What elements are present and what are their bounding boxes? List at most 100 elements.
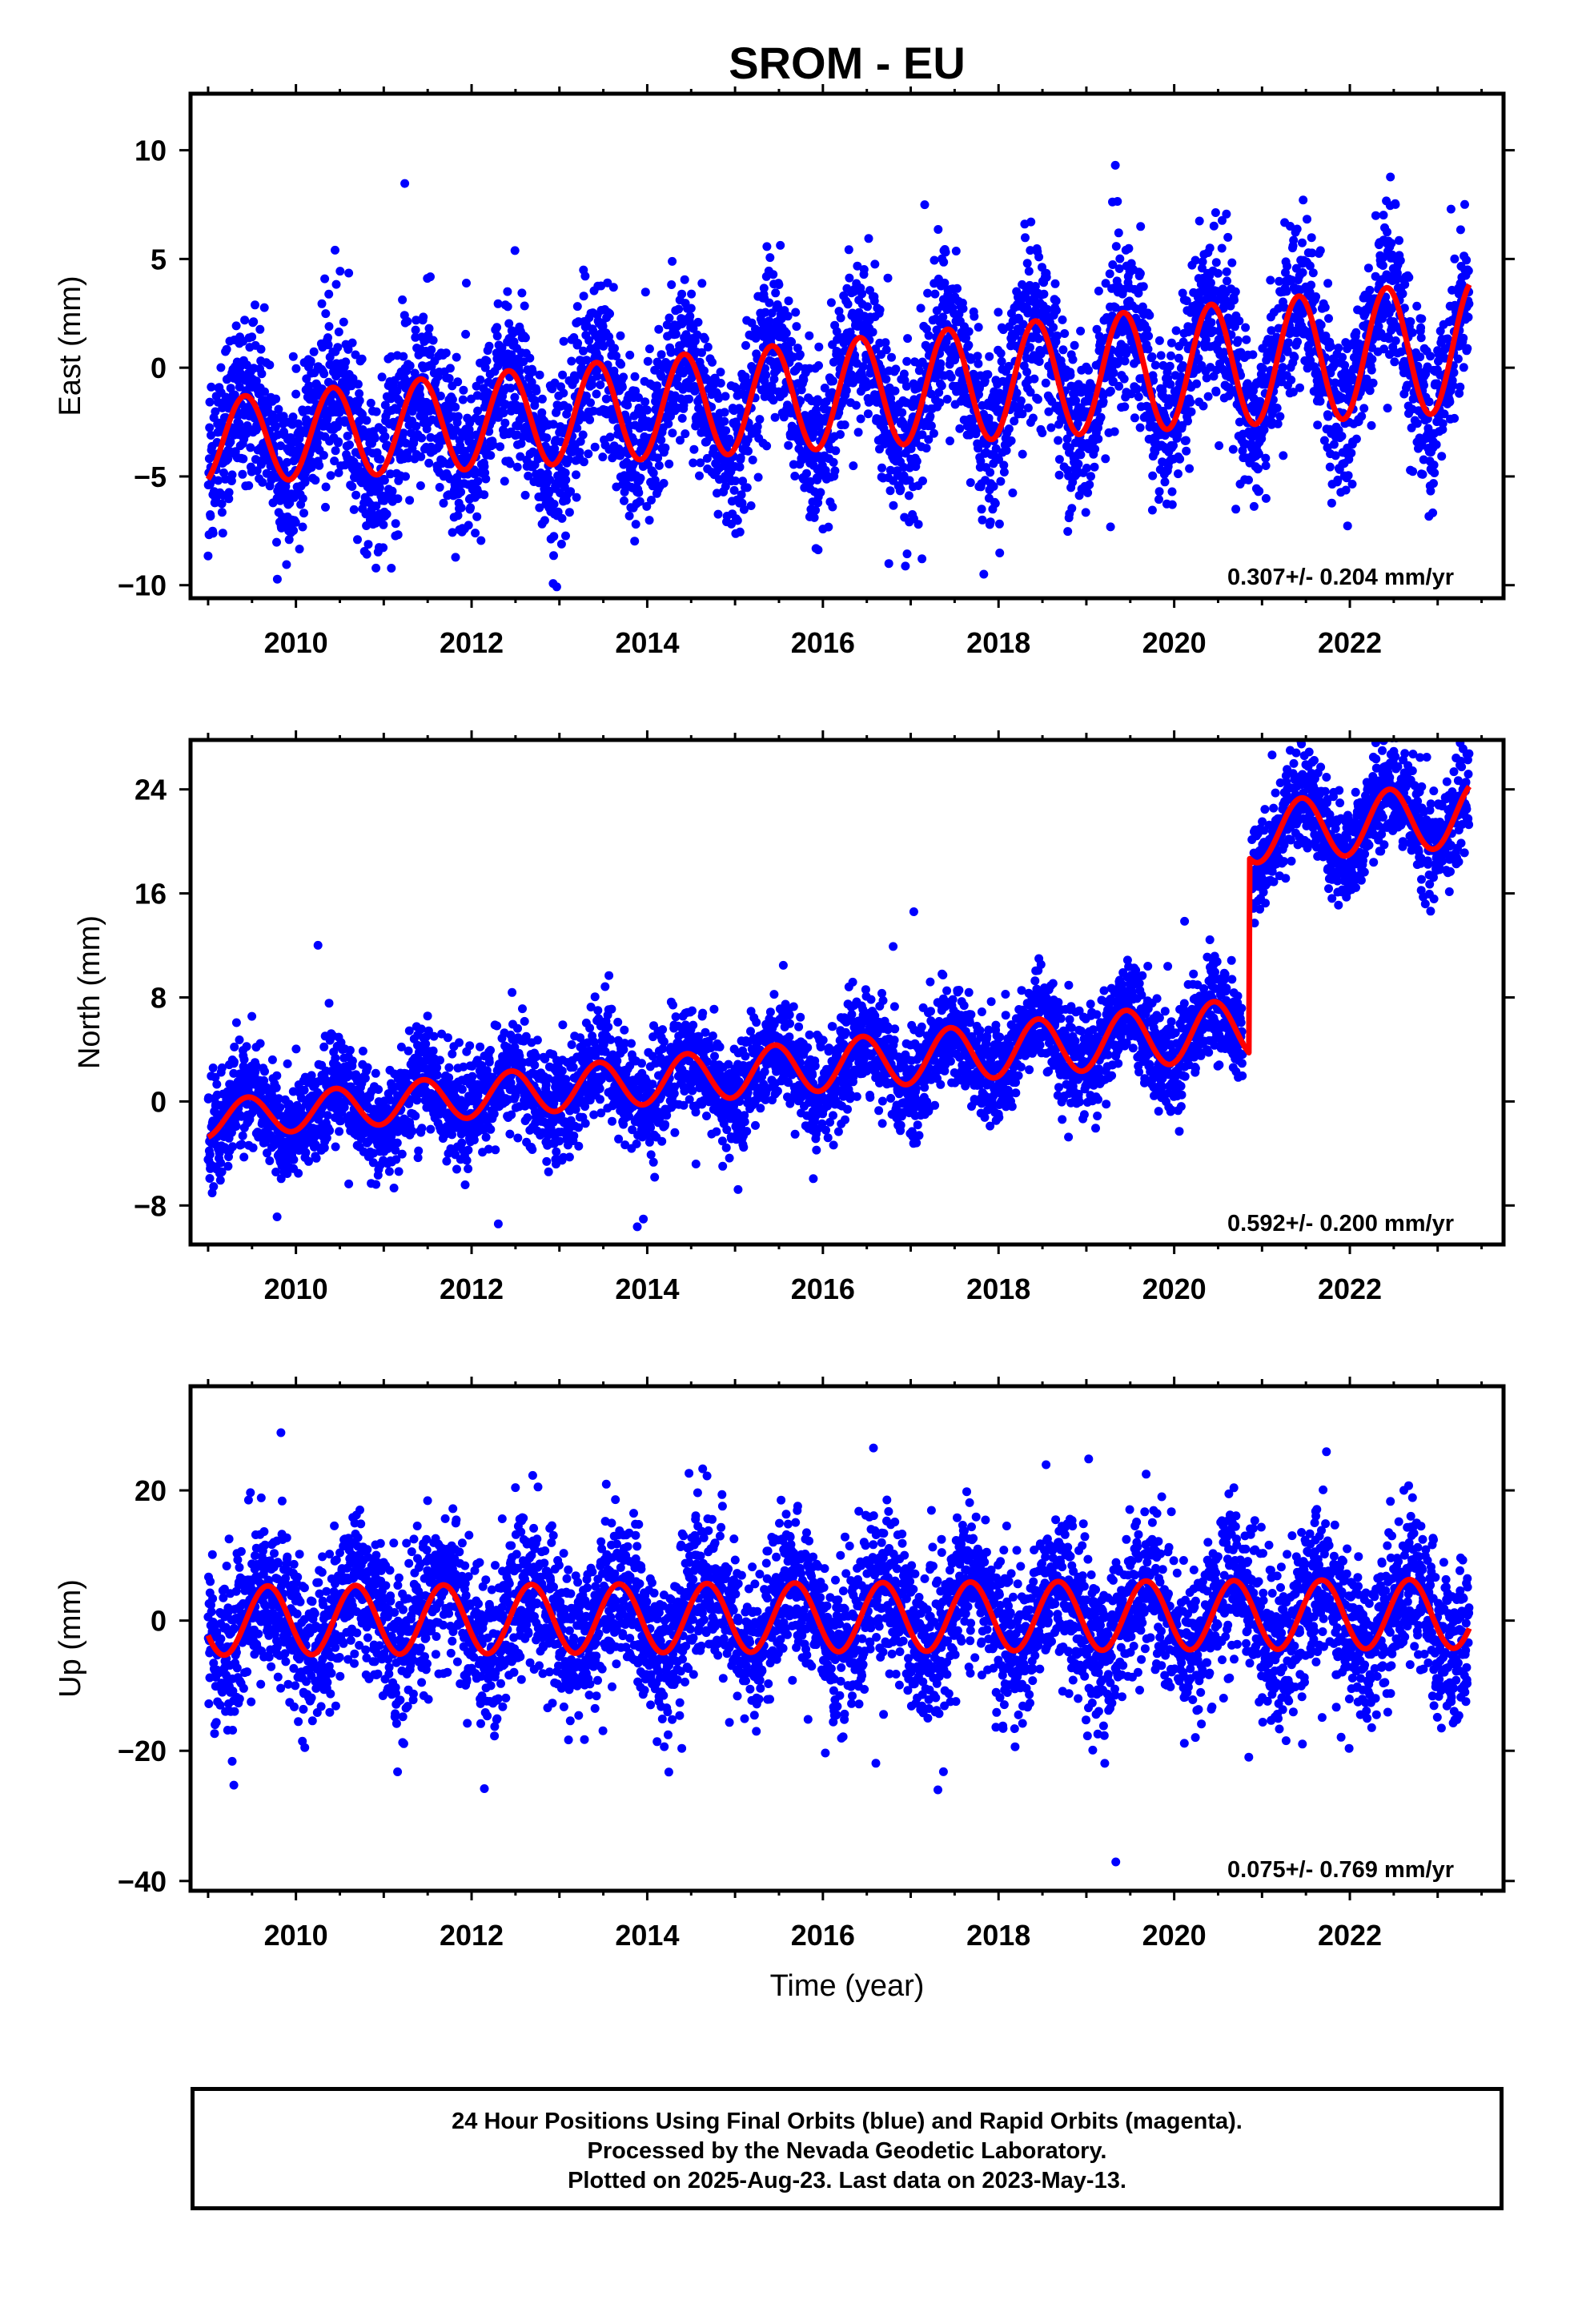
east-point	[1290, 352, 1299, 362]
east-point	[1329, 440, 1339, 449]
east-point	[1008, 489, 1018, 497]
east-point	[977, 505, 986, 514]
east-point	[321, 482, 331, 492]
east-point	[1160, 477, 1170, 487]
east-point	[1445, 397, 1455, 407]
east-point	[601, 394, 611, 404]
east-point	[1034, 357, 1044, 366]
east-point	[1175, 454, 1185, 464]
east-point	[351, 490, 361, 500]
east-point	[246, 443, 255, 452]
east-point	[476, 536, 486, 545]
east-point	[1024, 267, 1034, 276]
east-point	[746, 501, 756, 510]
east-point	[319, 451, 328, 460]
east-point	[1199, 401, 1208, 411]
east-point	[335, 408, 344, 417]
east-point	[667, 280, 677, 289]
east-point	[347, 381, 356, 391]
east-point	[617, 382, 627, 392]
east-point	[217, 508, 227, 517]
east-point	[1391, 199, 1400, 209]
east-point	[870, 259, 880, 269]
east-point	[974, 323, 983, 332]
east-point	[1326, 341, 1335, 351]
east-point	[735, 462, 745, 472]
east-point	[884, 559, 893, 569]
east-point	[765, 253, 775, 263]
east-point	[343, 344, 353, 354]
east-point	[598, 321, 608, 331]
east-point	[1135, 269, 1145, 278]
east-point	[488, 440, 498, 449]
north-point	[212, 1080, 222, 1089]
east-point	[721, 426, 731, 436]
east-point	[1042, 272, 1051, 282]
east-point	[631, 520, 640, 529]
east-point	[545, 475, 555, 485]
east-point	[1203, 392, 1213, 401]
east-point	[444, 374, 454, 383]
east-point	[559, 388, 568, 398]
east-point	[1337, 432, 1347, 441]
east-point	[912, 456, 921, 466]
east-point	[339, 317, 348, 327]
east-point	[553, 507, 563, 517]
east-point	[224, 488, 234, 497]
east-point	[610, 344, 619, 353]
north-observations	[203, 740, 1474, 1232]
east-point	[500, 418, 510, 428]
east-point	[323, 333, 332, 343]
east-point	[506, 384, 516, 393]
east-point	[654, 324, 664, 334]
east-point	[371, 563, 381, 573]
east-point	[401, 438, 411, 448]
east-point	[753, 422, 762, 432]
east-point	[355, 416, 364, 426]
east-point	[520, 301, 529, 311]
east-point	[251, 300, 259, 310]
east-point	[1347, 448, 1356, 458]
east-point	[362, 549, 371, 559]
east-point	[616, 331, 625, 340]
east-point	[689, 324, 698, 333]
east-point	[1351, 434, 1361, 444]
east-point	[1407, 328, 1417, 337]
east-point	[480, 462, 489, 471]
east-point	[1185, 464, 1195, 473]
east-point	[1211, 258, 1221, 267]
east-point	[503, 287, 512, 296]
east-y-tick-label: −10	[118, 569, 167, 602]
east-point	[334, 468, 343, 477]
east-point	[415, 384, 424, 393]
east-point	[353, 535, 362, 545]
east-point	[721, 392, 730, 401]
east-point	[306, 356, 315, 366]
east-point	[955, 424, 965, 433]
east-point	[347, 338, 357, 348]
east-point	[813, 545, 823, 555]
east-point	[1273, 419, 1283, 428]
east-point	[799, 375, 809, 384]
east-point	[729, 485, 739, 495]
east-point	[537, 394, 547, 404]
east-point	[288, 412, 298, 422]
east-point	[348, 374, 358, 384]
east-point	[1412, 301, 1422, 311]
east-point	[510, 246, 520, 255]
east-point	[580, 271, 590, 281]
east-point	[677, 289, 687, 299]
east-point	[841, 386, 851, 396]
east-point	[448, 528, 457, 537]
east-point	[472, 512, 482, 521]
east-point	[903, 334, 913, 344]
east-point	[770, 412, 780, 422]
east-point	[659, 479, 669, 488]
east-point	[946, 436, 954, 446]
east-point	[836, 313, 845, 323]
east-point	[1230, 296, 1239, 305]
east-point	[358, 409, 367, 419]
east-point	[464, 521, 473, 530]
east-point	[486, 451, 496, 460]
east-point	[1081, 508, 1090, 517]
